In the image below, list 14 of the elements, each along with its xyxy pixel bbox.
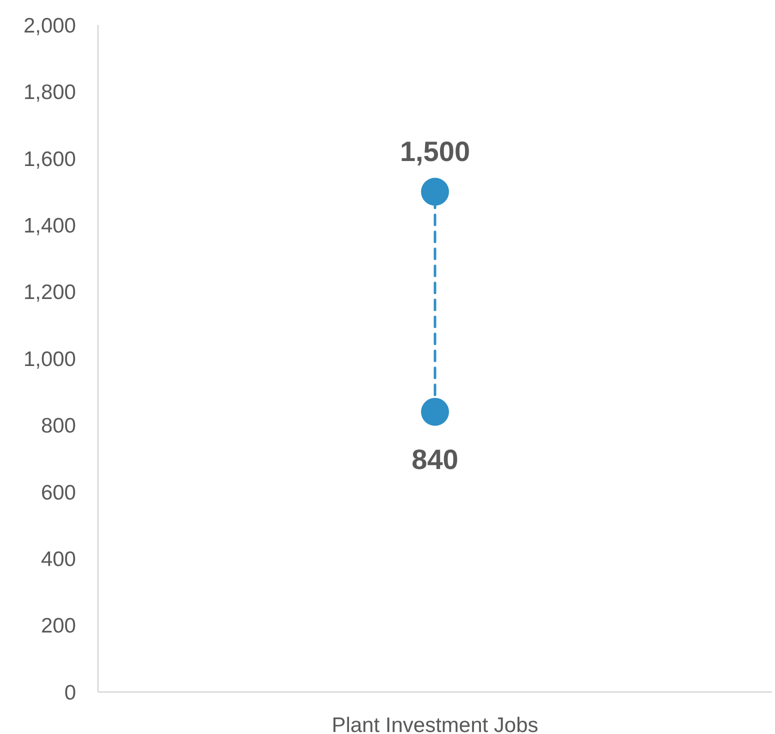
x-tick-label: Plant Investment Jobs	[332, 714, 538, 734]
y-tick-label: 800	[40, 414, 76, 438]
y-tick-label: 0	[64, 681, 76, 704]
y-tick-label: 1,600	[23, 148, 76, 171]
y-tick-label: 1,400	[23, 214, 76, 238]
data-label: 840	[412, 444, 458, 475]
y-tick-label: 600	[40, 481, 76, 504]
y-tick-label: 1,200	[23, 281, 76, 304]
y-tick-label: 1,000	[23, 348, 76, 371]
y-tick-label: 200	[40, 614, 76, 638]
y-tick-label: 400	[40, 548, 76, 571]
y-tick-label: 1,800	[23, 81, 76, 104]
data-label: 1,500	[400, 136, 470, 167]
y-tick-label: 2,000	[23, 14, 76, 38]
